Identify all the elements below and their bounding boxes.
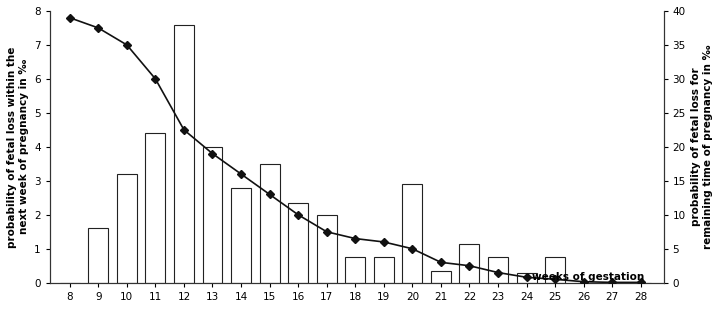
Text: weeks of gestation: weeks of gestation <box>532 272 644 283</box>
Bar <box>488 257 508 283</box>
Bar <box>145 133 166 283</box>
Bar <box>260 164 279 283</box>
Bar <box>346 257 365 283</box>
Y-axis label: probability of fetal loss for
remaining time of pregnancy in ‰: probability of fetal loss for remaining … <box>691 45 713 249</box>
Bar <box>459 244 480 283</box>
Bar <box>402 184 423 283</box>
Bar <box>545 257 565 283</box>
Bar <box>89 228 108 283</box>
Bar <box>317 215 337 283</box>
Bar <box>202 147 222 283</box>
Y-axis label: probability of fetal loss within the
next week of pregnancy in ‰: probability of fetal loss within the nex… <box>7 46 29 248</box>
Bar <box>117 174 137 283</box>
Bar <box>288 203 308 283</box>
Bar <box>431 271 451 283</box>
Bar <box>231 188 251 283</box>
Bar <box>516 272 536 283</box>
Bar <box>174 25 194 283</box>
Bar <box>374 257 394 283</box>
